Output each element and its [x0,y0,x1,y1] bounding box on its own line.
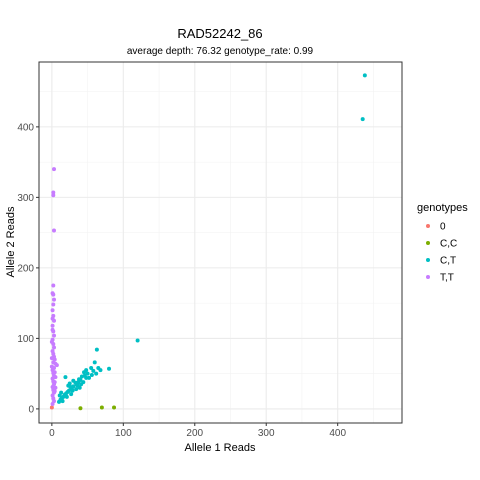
x-tick-label: 0 [49,428,55,439]
data-point [49,339,54,344]
y-tick-label: 0 [28,404,34,415]
data-point [107,366,112,371]
data-point [52,297,57,302]
data-point [99,405,104,410]
data-point [87,375,92,380]
data-point [50,323,55,328]
data-point [91,368,96,373]
data-point [49,364,54,369]
y-tick-label: 300 [17,193,34,204]
data-point [50,316,55,321]
legend-label: C,C [440,239,457,250]
data-point [362,73,367,78]
data-point [52,333,57,338]
data-point [57,399,62,404]
x-axis-ticks: 0 100 200 300 400 [49,423,346,439]
data-point [94,347,99,352]
plot-panel [39,62,402,423]
legend-key [426,258,430,262]
data-point [135,338,140,343]
data-point [94,371,99,376]
legend-key [426,275,430,279]
data-point [89,373,94,378]
y-axis-ticks: 0 100 200 300 400 [17,122,39,415]
legend-label: T,T [440,273,454,284]
data-point [77,377,82,382]
y-tick-label: 100 [17,334,34,345]
data-point [81,380,86,385]
data-point [64,394,69,399]
data-point [50,327,55,332]
chart-title: RAD52242_86 [177,26,262,41]
data-point [360,117,365,122]
legend-key [426,241,430,245]
data-point [60,399,65,404]
data-point [78,406,83,411]
data-point [52,167,57,172]
legend-title: genotypes [417,202,468,214]
data-points [49,73,367,411]
x-tick-label: 300 [258,428,275,439]
data-point [75,383,80,388]
data-point [59,390,64,395]
data-point [52,345,57,350]
y-tick-label: 200 [17,263,34,274]
data-point [52,228,57,233]
plot-border [38,61,403,424]
data-point [49,405,54,410]
data-point [51,190,56,195]
chart-subtitle: average depth: 76.32 genotype_rate: 0.99 [127,46,314,57]
data-point [66,383,71,388]
x-tick-label: 200 [186,428,203,439]
data-point [50,308,55,313]
data-point [54,363,59,368]
y-axis-title: Allele 2 Reads [5,206,17,277]
data-point [51,283,56,288]
data-point [52,370,57,375]
data-point [51,193,56,198]
data-point [89,366,94,371]
data-point [71,378,76,383]
data-point [52,389,57,394]
data-point [74,387,79,392]
data-point [84,368,89,373]
x-axis-title: Allele 1 Reads [185,442,256,454]
data-point [85,371,90,376]
data-point [50,291,55,296]
legend: genotypes 0 C,C C,T T,T [417,202,468,284]
data-point [112,405,117,410]
data-point [51,302,56,307]
data-point [52,380,57,385]
data-point [82,373,87,378]
data-point [53,385,58,390]
legend-key [426,224,430,228]
x-tick-label: 400 [329,428,346,439]
data-point [49,356,54,361]
data-point [98,368,103,373]
y-tick-label: 400 [17,122,34,133]
data-point [50,401,55,406]
legend-label: C,T [440,256,456,267]
data-point [63,375,68,380]
legend-label: 0 [440,222,446,233]
x-tick-label: 100 [115,428,132,439]
data-point [70,388,75,393]
data-point [69,392,74,397]
data-point [53,375,58,380]
data-point [92,360,97,365]
